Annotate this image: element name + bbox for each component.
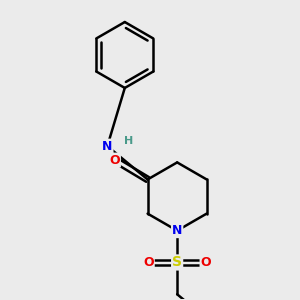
Text: N: N xyxy=(172,224,182,237)
Text: S: S xyxy=(172,256,182,269)
Text: O: O xyxy=(200,256,211,269)
Text: N: N xyxy=(102,140,112,153)
Text: O: O xyxy=(143,256,154,269)
Text: O: O xyxy=(109,154,120,166)
Text: H: H xyxy=(124,136,133,146)
